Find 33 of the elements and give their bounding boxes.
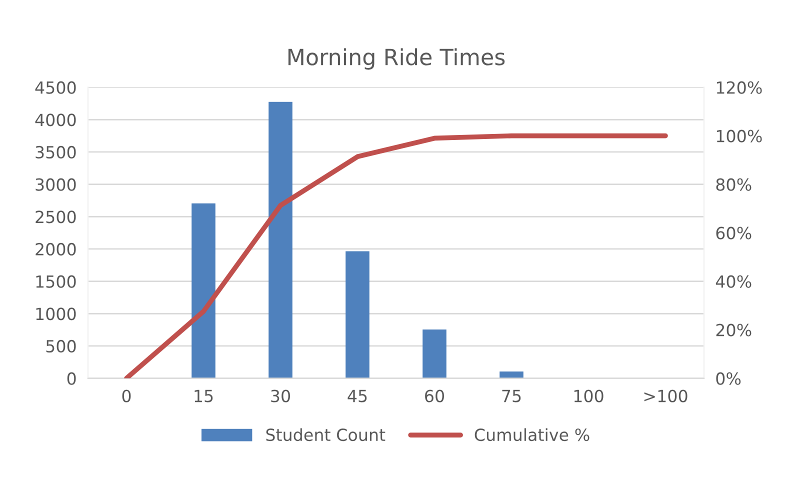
- y-tick-label: 4000: [35, 114, 76, 126]
- y-tick-label: 2000: [36, 242, 76, 256]
- x-tick-label: 100: [574, 390, 604, 402]
- x-tick-label: 45: [348, 390, 367, 402]
- y-tick-label: 4500: [35, 81, 76, 94]
- x-tick-label: 60: [425, 390, 444, 402]
- x-tick-label: 75: [502, 390, 521, 402]
- y2-tick-label: 80%: [716, 178, 752, 191]
- line-series: [124, 133, 668, 378]
- y2-tick-label: 0%: [716, 372, 741, 385]
- y2-tick-label: 20%: [716, 324, 752, 336]
- x-tick-label: 30: [271, 390, 290, 402]
- y-tick-label: 3500: [36, 146, 76, 159]
- y2-tick-label: 60%: [716, 226, 752, 240]
- legend-label: Student Count: [266, 428, 386, 442]
- legend-label: Cumulative %: [474, 428, 590, 442]
- x-tick-label: >100: [644, 390, 688, 402]
- x-tick-label: 0: [122, 390, 131, 402]
- y2-tick-label: 120%: [716, 81, 762, 94]
- bar: [422, 329, 446, 378]
- y-tick-label: 2500: [36, 210, 76, 224]
- y2-tick-label: 100%: [716, 130, 762, 142]
- y2-tick-label: 40%: [716, 275, 752, 288]
- y-tick-label: 1000: [36, 308, 76, 320]
- y-tick-label: 1500: [36, 275, 76, 288]
- chart-title: Morning Ride Times: [288, 48, 505, 70]
- y-tick-label: 0: [67, 372, 76, 385]
- bar: [192, 203, 216, 378]
- y-tick-label: 500: [46, 340, 76, 353]
- y-tick-label: 3000: [36, 178, 76, 191]
- bar: [346, 251, 370, 378]
- x-tick-label: 15: [194, 390, 213, 402]
- bar: [268, 102, 292, 378]
